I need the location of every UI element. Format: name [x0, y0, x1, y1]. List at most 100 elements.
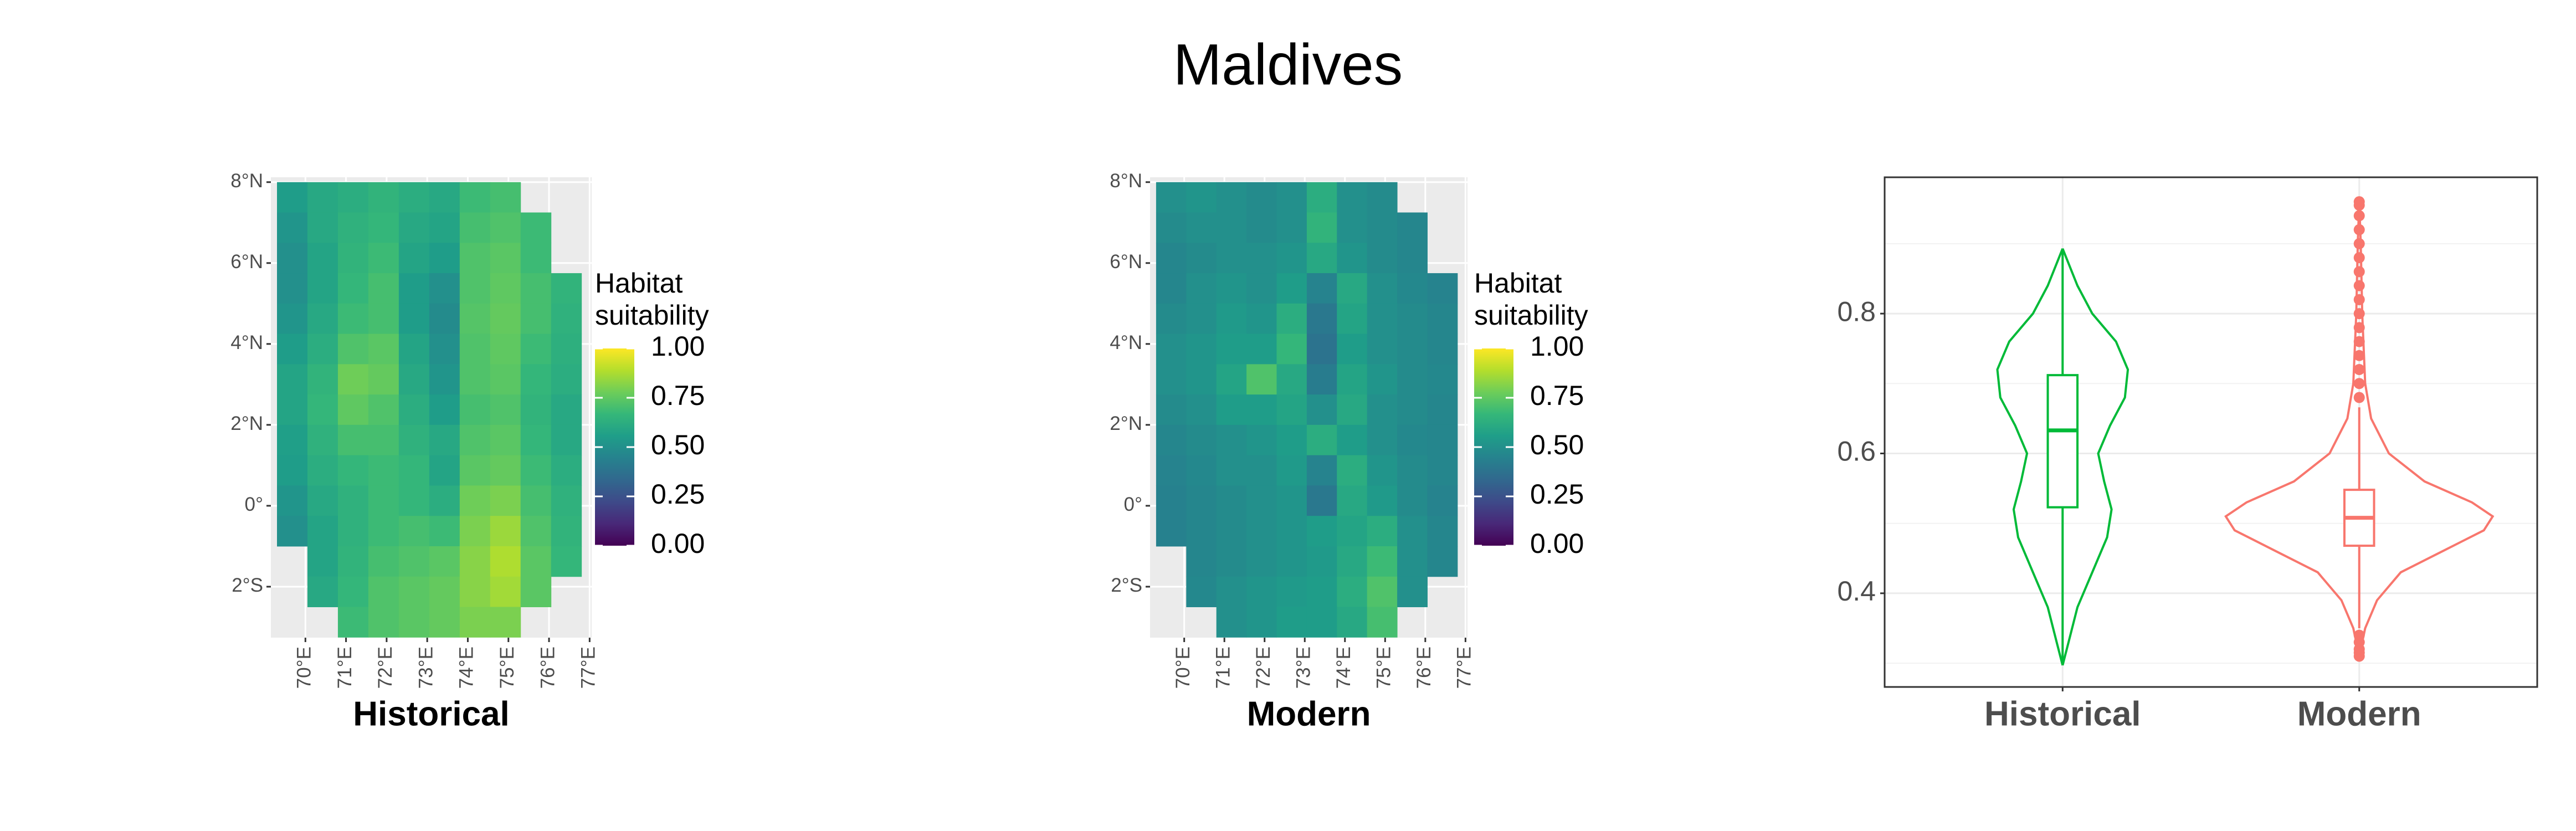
raster-cell	[1246, 516, 1277, 547]
raster-cell	[1276, 334, 1307, 365]
outlier	[2353, 252, 2365, 264]
raster-cell	[429, 516, 460, 547]
raster-cell	[1306, 455, 1337, 486]
violin-outline	[2061, 248, 2129, 666]
raster-cell	[1246, 212, 1277, 243]
x-tick-label: 75°E	[1373, 647, 1395, 689]
raster-cell	[276, 334, 308, 365]
raster-cell	[520, 364, 552, 395]
violin-outline	[2358, 202, 2495, 656]
raster-cell	[337, 424, 369, 456]
raster-cell	[429, 546, 460, 577]
panel-background	[1885, 177, 2537, 687]
raster-cell	[1246, 394, 1277, 425]
raster-cell	[368, 424, 399, 456]
x-tick-label: 70°E	[1172, 647, 1194, 689]
raster-cell	[551, 546, 582, 577]
raster-cell	[337, 485, 369, 516]
outlier	[2353, 378, 2365, 389]
raster-cell	[520, 334, 552, 365]
y-tick-label: 6°N	[230, 251, 263, 273]
raster-cell	[1276, 212, 1307, 243]
raster-cell	[1397, 516, 1428, 547]
raster-cell	[490, 243, 521, 274]
raster-cell	[1367, 303, 1398, 335]
raster-cell	[459, 516, 491, 547]
raster-cell	[1216, 394, 1247, 425]
raster-cell	[1156, 485, 1187, 516]
outlier	[2353, 196, 2365, 208]
raster-cell	[490, 576, 521, 608]
outlier	[2353, 280, 2365, 291]
raster-cell	[1337, 516, 1368, 547]
raster-cell	[1427, 455, 1458, 486]
raster-cell	[276, 394, 308, 425]
panel-label: Historical	[353, 695, 510, 733]
raster-cell	[1337, 455, 1368, 486]
raster-cell	[337, 364, 369, 395]
outlier	[2353, 350, 2365, 361]
y-tick-label: 2°N	[1110, 413, 1142, 434]
raster-cell	[1186, 212, 1217, 243]
x-tick-label: 74°E	[1333, 647, 1354, 689]
raster-cell	[1156, 394, 1187, 425]
raster-cell	[551, 485, 582, 516]
raster-cell	[337, 334, 369, 365]
raster-cell	[1427, 485, 1458, 516]
raster-cell	[337, 576, 369, 608]
raster-cell	[307, 576, 338, 608]
raster-cell	[307, 182, 338, 213]
raster-cell	[307, 243, 338, 274]
raster-cell	[1246, 273, 1277, 304]
raster-cell	[459, 607, 491, 638]
outlier	[2353, 224, 2365, 235]
raster-cell	[1306, 212, 1337, 243]
raster-cell	[307, 212, 338, 243]
raster-cell	[1337, 243, 1368, 274]
panel-label: Modern	[1247, 695, 1371, 733]
raster-cell	[1186, 182, 1217, 213]
raster-cell	[276, 424, 308, 456]
raster-cell	[490, 546, 521, 577]
raster-cell	[1276, 455, 1307, 486]
raster-cell	[307, 424, 338, 456]
raster-cell	[1397, 364, 1428, 395]
raster-cell	[1306, 243, 1337, 274]
raster-cell	[1367, 182, 1398, 213]
raster-cell	[1186, 334, 1217, 365]
raster-cell	[429, 334, 460, 365]
raster-cell	[398, 273, 430, 304]
outlier	[2353, 364, 2365, 376]
raster-cell	[490, 607, 521, 638]
raster-cell	[398, 607, 430, 638]
raster-cell	[1337, 303, 1368, 335]
raster-cell	[276, 364, 308, 395]
raster-cell	[490, 334, 521, 365]
raster-cell	[307, 364, 338, 395]
raster-cell	[398, 364, 430, 395]
raster-cell	[1427, 273, 1458, 304]
raster-cell	[459, 243, 491, 274]
raster-cell	[520, 485, 552, 516]
raster-cell	[1216, 516, 1247, 547]
raster-cell	[1216, 576, 1247, 608]
outlier	[2353, 392, 2365, 403]
raster-cell	[368, 243, 399, 274]
raster-cell	[1337, 212, 1368, 243]
raster-cell	[1397, 273, 1428, 304]
raster-cell	[1216, 182, 1247, 213]
x-tick-label: 77°E	[578, 647, 599, 689]
raster-cell	[551, 273, 582, 304]
raster-cell	[1337, 546, 1368, 577]
outlier	[2353, 308, 2365, 320]
legend-tick-label: 0.50	[1530, 429, 1584, 460]
raster-cell	[1367, 273, 1398, 304]
raster-cell	[551, 424, 582, 456]
x-tick-label: 74°E	[456, 647, 478, 689]
raster-cell	[1156, 424, 1187, 456]
panel-border	[1884, 176, 2538, 688]
outlier	[2353, 210, 2365, 222]
raster-cell	[337, 607, 369, 638]
raster-cell	[1246, 303, 1277, 335]
